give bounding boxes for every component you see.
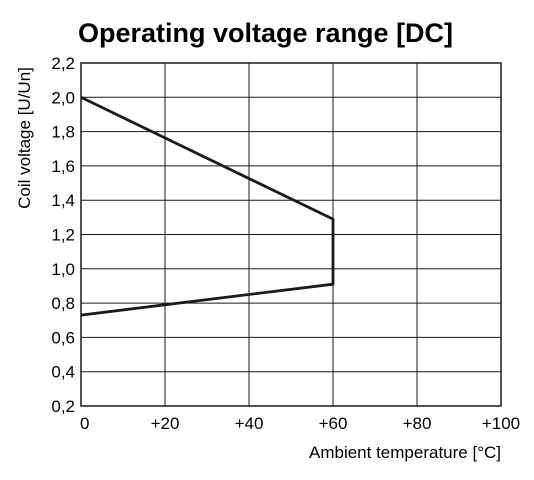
x-tick-label: +80 xyxy=(403,414,432,433)
y-axis-title: Coil voltage [U/Un] xyxy=(15,67,34,209)
grid xyxy=(80,62,502,407)
y-tick-label: 1,0 xyxy=(51,260,75,279)
y-tick-label: 2,2 xyxy=(51,54,75,73)
x-tick-label: +60 xyxy=(319,414,348,433)
x-tick-label: 0 xyxy=(80,414,89,433)
x-tick-label: +20 xyxy=(151,414,180,433)
y-tick-label: 0,6 xyxy=(51,328,75,347)
x-tick-label: +40 xyxy=(235,414,264,433)
chart-title: Operating voltage range [DC] xyxy=(78,18,453,48)
series-line xyxy=(80,96,335,317)
plot-frame xyxy=(80,62,502,407)
y-tick-label: 2,0 xyxy=(51,88,75,107)
x-axis-title: Ambient temperature [°C] xyxy=(309,443,501,462)
x-tick-label: +100 xyxy=(482,414,520,433)
y-tick-label: 1,6 xyxy=(51,157,75,176)
series-layer xyxy=(80,96,335,317)
x-tick-labels: 0 +20 +40 +60 +80 +100 xyxy=(80,414,520,433)
y-tick-label: 1,4 xyxy=(51,191,75,210)
y-tick-label: 1,2 xyxy=(51,226,75,245)
y-tick-label: 1,8 xyxy=(51,123,75,142)
y-tick-labels: 0,2 0,4 0,6 0,8 1,0 1,2 1,4 1,6 1,8 2,0 2,2 xyxy=(51,54,75,416)
y-tick-label: 0,4 xyxy=(51,363,75,382)
y-tick-label: 0,2 xyxy=(51,397,75,416)
y-tick-label: 0,8 xyxy=(51,294,75,313)
